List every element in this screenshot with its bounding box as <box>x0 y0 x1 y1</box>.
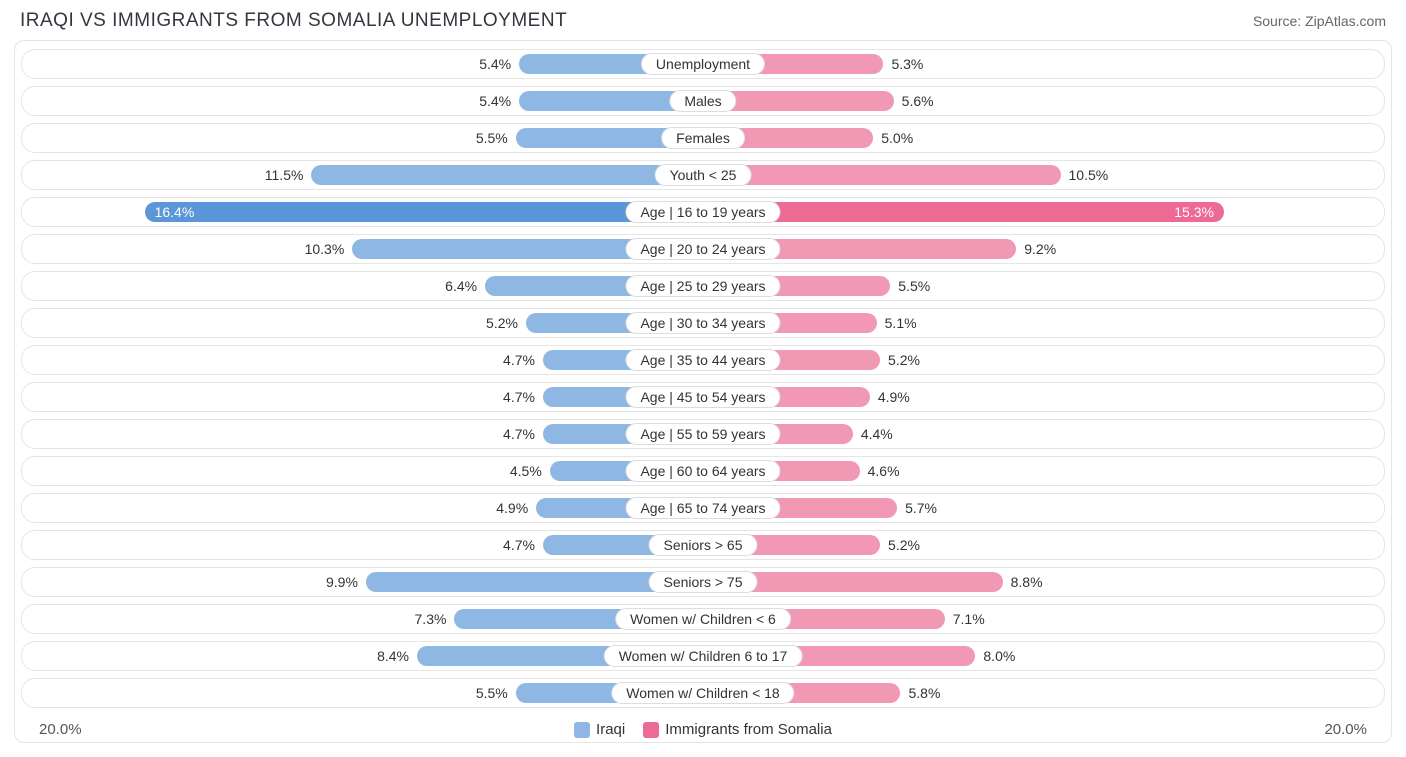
chart-title: IRAQI VS IMMIGRANTS FROM SOMALIA UNEMPLO… <box>20 10 567 32</box>
value-label-right: 4.4% <box>861 420 893 448</box>
legend-item-right: Immigrants from Somalia <box>643 721 832 738</box>
category-label: Age | 25 to 29 years <box>625 275 780 297</box>
category-label: Age | 65 to 74 years <box>625 497 780 519</box>
rows-container: 5.4% 5.3% Unemployment 5.4% 5.6% Males 5.5% 5.0… <box>21 49 1385 708</box>
value-label-right: 5.8% <box>908 679 940 707</box>
value-label-right: 4.9% <box>878 383 910 411</box>
data-row: 5.4% 5.6% Males <box>21 86 1385 116</box>
value-label-right: 5.0% <box>881 124 913 152</box>
value-label-left: 16.4% <box>145 198 703 226</box>
value-label-right: 15.3% <box>703 198 1224 226</box>
category-label: Age | 20 to 24 years <box>625 238 780 260</box>
value-label-left: 4.9% <box>496 494 528 522</box>
data-row: 4.7% 5.2% Age | 35 to 44 years <box>21 345 1385 375</box>
category-label: Age | 45 to 54 years <box>625 386 780 408</box>
category-label: Women w/ Children 6 to 17 <box>604 645 803 667</box>
category-label: Youth < 25 <box>655 164 752 186</box>
data-row: 5.5% 5.0% Females <box>21 123 1385 153</box>
data-row: 4.7% 4.4% Age | 55 to 59 years <box>21 419 1385 449</box>
bar-right <box>703 165 1061 185</box>
chart-header: IRAQI VS IMMIGRANTS FROM SOMALIA UNEMPLO… <box>0 0 1406 40</box>
value-label-left: 4.5% <box>510 457 542 485</box>
value-label-right: 5.1% <box>885 309 917 337</box>
value-label-left: 5.4% <box>479 50 511 78</box>
category-label: Age | 16 to 19 years <box>625 201 780 223</box>
data-row: 5.4% 5.3% Unemployment <box>21 49 1385 79</box>
data-row: 5.2% 5.1% Age | 30 to 34 years <box>21 308 1385 338</box>
value-label-right: 10.5% <box>1069 161 1109 189</box>
value-label-left: 8.4% <box>377 642 409 670</box>
data-row: 6.4% 5.5% Age | 25 to 29 years <box>21 271 1385 301</box>
value-label-left: 5.5% <box>476 124 508 152</box>
category-label: Age | 30 to 34 years <box>625 312 780 334</box>
data-row: 8.4% 8.0% Women w/ Children 6 to 17 <box>21 641 1385 671</box>
value-label-right: 8.0% <box>983 642 1015 670</box>
data-row: 4.7% 4.9% Age | 45 to 54 years <box>21 382 1385 412</box>
value-label-left: 9.9% <box>326 568 358 596</box>
value-label-left: 5.2% <box>486 309 518 337</box>
legend-swatch-left <box>574 722 590 738</box>
chart-source: Source: ZipAtlas.com <box>1253 13 1386 29</box>
value-label-right: 5.2% <box>888 531 920 559</box>
category-label: Women w/ Children < 18 <box>611 682 794 704</box>
data-row: 9.9% 8.8% Seniors > 75 <box>21 567 1385 597</box>
category-label: Age | 60 to 64 years <box>625 460 780 482</box>
value-label-left: 4.7% <box>503 383 535 411</box>
source-name: ZipAtlas.com <box>1305 13 1386 29</box>
value-label-right: 5.5% <box>898 272 930 300</box>
chart-area: 5.4% 5.3% Unemployment 5.4% 5.6% Males 5.5% 5.0… <box>14 40 1392 743</box>
source-prefix: Source: <box>1253 13 1305 29</box>
data-row: 7.3% 7.1% Women w/ Children < 6 <box>21 604 1385 634</box>
value-label-left: 5.5% <box>476 679 508 707</box>
value-label-left: 10.3% <box>305 235 345 263</box>
legend-label-left: Iraqi <box>596 721 625 738</box>
value-label-left: 11.5% <box>265 161 304 189</box>
category-label: Women w/ Children < 6 <box>615 608 791 630</box>
data-row: 4.7% 5.2% Seniors > 65 <box>21 530 1385 560</box>
value-label-left: 4.7% <box>503 531 535 559</box>
value-label-left: 7.3% <box>415 605 447 633</box>
data-row: 4.5% 4.6% Age | 60 to 64 years <box>21 456 1385 486</box>
chart-footer: 20.0% Iraqi Immigrants from Somalia 20.0… <box>21 715 1385 738</box>
value-label-right: 5.6% <box>902 87 934 115</box>
legend: Iraqi Immigrants from Somalia <box>574 721 832 738</box>
data-row: 11.5% 10.5% Youth < 25 <box>21 160 1385 190</box>
legend-label-right: Immigrants from Somalia <box>665 721 832 738</box>
value-label-right: 8.8% <box>1011 568 1043 596</box>
value-label-left: 6.4% <box>445 272 477 300</box>
value-label-right: 5.2% <box>888 346 920 374</box>
value-label-right: 9.2% <box>1024 235 1056 263</box>
category-label: Unemployment <box>641 53 765 75</box>
category-label: Seniors > 65 <box>649 534 758 556</box>
category-label: Males <box>669 90 736 112</box>
data-row: 16.4%15.3%Age | 16 to 19 years <box>21 197 1385 227</box>
category-label: Females <box>661 127 745 149</box>
data-row: 5.5% 5.8% Women w/ Children < 18 <box>21 678 1385 708</box>
category-label: Age | 35 to 44 years <box>625 349 780 371</box>
value-label-right: 7.1% <box>953 605 985 633</box>
bar-left <box>311 165 703 185</box>
data-row: 4.9% 5.7% Age | 65 to 74 years <box>21 493 1385 523</box>
data-row: 10.3% 9.2% Age | 20 to 24 years <box>21 234 1385 264</box>
value-label-right: 5.3% <box>891 50 923 78</box>
axis-max-left: 20.0% <box>39 721 82 738</box>
category-label: Seniors > 75 <box>649 571 758 593</box>
axis-max-right: 20.0% <box>1324 721 1367 738</box>
value-label-left: 4.7% <box>503 346 535 374</box>
value-label-left: 4.7% <box>503 420 535 448</box>
legend-swatch-right <box>643 722 659 738</box>
category-label: Age | 55 to 59 years <box>625 423 780 445</box>
value-label-right: 4.6% <box>868 457 900 485</box>
value-label-right: 5.7% <box>905 494 937 522</box>
value-label-left: 5.4% <box>479 87 511 115</box>
legend-item-left: Iraqi <box>574 721 625 738</box>
